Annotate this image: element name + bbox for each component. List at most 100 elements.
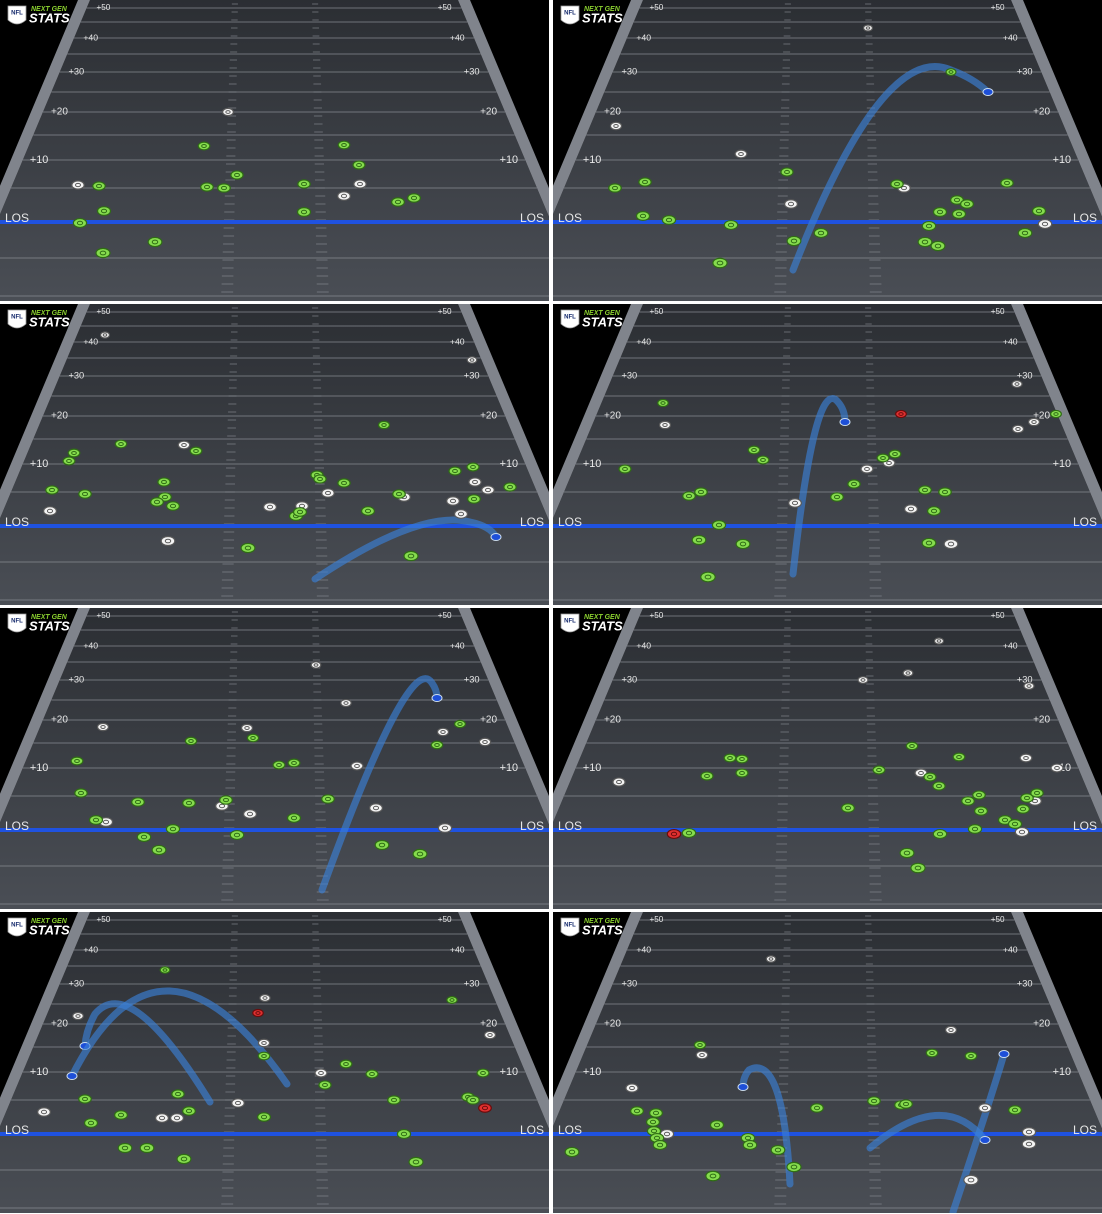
los-label: LOS — [1073, 515, 1097, 529]
player-dot-core — [74, 758, 80, 764]
field-view: +50 +50 +40 +40 +30 +30 +20 +20 +10 +10 LOS LOS NFL N… — [504, 912, 1102, 1214]
player-dot-core — [713, 1122, 721, 1128]
player-dot — [645, 1117, 661, 1127]
player-dot — [1031, 206, 1047, 216]
player-dot — [166, 501, 180, 511]
player-dot-core — [169, 503, 177, 509]
player-dot-core — [629, 1085, 635, 1091]
player-dot-core — [685, 493, 693, 499]
brand-bottom: STATS — [582, 314, 623, 329]
player-dot-core — [161, 494, 169, 500]
player-dot-core — [760, 457, 766, 463]
field-panel: +50 +50 +40 +40 +30 +30 +20 +20 +10 +10 LOS LOS NFL N… — [504, 0, 1102, 301]
player-dot-core — [864, 466, 870, 472]
yard-label: +30 — [68, 370, 84, 380]
player-dot-core — [947, 541, 955, 547]
player-dot-core — [744, 1135, 752, 1141]
player-dot — [1011, 380, 1023, 388]
player-dot — [857, 676, 869, 684]
yard-label: +50 — [649, 611, 663, 620]
player-dot-core — [201, 143, 207, 149]
player-dot-core — [354, 763, 360, 769]
player-dot — [256, 1112, 272, 1122]
player-dot — [150, 497, 164, 507]
player-dot — [921, 537, 937, 549]
player-dot — [735, 538, 751, 550]
player-dot-core — [653, 1135, 661, 1141]
player-dot — [1023, 682, 1035, 690]
player-dot — [217, 183, 231, 193]
player-dot-core — [481, 1105, 489, 1111]
player-dot — [117, 1142, 133, 1154]
player-dot — [466, 462, 480, 472]
yard-label: +50 — [96, 915, 110, 924]
player-dot-core — [92, 817, 100, 823]
player-dot — [352, 160, 366, 170]
player-dot-core — [968, 1053, 974, 1059]
player-dot-core — [204, 184, 210, 190]
player-dot — [1021, 1138, 1037, 1150]
player-dot — [917, 236, 933, 248]
player-dot-core — [1023, 755, 1029, 761]
player-dot — [78, 489, 92, 499]
player-dot — [159, 966, 171, 974]
nfl-shield — [560, 613, 580, 633]
field-view: +50 +50 +40 +40 +30 +30 +20 +20 +10 +10 LOS LOS NFL N… — [0, 304, 597, 605]
brand-bottom: STATS — [29, 922, 70, 937]
player-dot-core — [963, 201, 971, 207]
player-dot — [96, 722, 110, 732]
yard-label: +30 — [68, 978, 84, 988]
ball — [839, 418, 851, 426]
player-dot — [923, 772, 937, 782]
player-dot-core — [639, 213, 647, 219]
player-dot-core — [416, 851, 424, 857]
ball — [490, 533, 502, 541]
ball-trajectory — [318, 675, 441, 894]
player-dot — [723, 219, 739, 231]
player-dot-core — [472, 479, 478, 485]
player-dot — [219, 795, 233, 805]
ball-trajectory — [866, 1111, 989, 1152]
yard-label: +10 — [30, 762, 48, 774]
player-dot-core — [934, 243, 942, 249]
player-dot — [932, 207, 948, 217]
player-dot-core — [1025, 1141, 1033, 1147]
los-label: LOS — [5, 1123, 29, 1137]
player-dot — [407, 193, 421, 203]
player-dot-core — [300, 209, 308, 215]
player-dot — [321, 488, 335, 498]
player-dot — [1011, 424, 1025, 434]
player-dot-core — [180, 1156, 188, 1162]
player-dot — [246, 733, 260, 743]
player-dot — [136, 831, 152, 843]
player-dot — [608, 183, 622, 193]
player-dot-core — [948, 70, 954, 74]
player-dot — [888, 449, 902, 459]
player-dot-core — [234, 172, 240, 178]
player-dot-core — [261, 1053, 267, 1059]
player-dot-core — [568, 1149, 576, 1155]
player-dot — [240, 542, 256, 554]
field-view: +50 +50 +40 +40 +30 +30 +20 +20 +10 +10 LOS LOS NFL N… — [504, 0, 1102, 301]
nfl-text: NFL — [11, 11, 23, 17]
player-dot-core — [699, 1052, 705, 1058]
player-dot — [318, 1080, 332, 1090]
player-dot — [612, 777, 626, 787]
player-dot-core — [790, 238, 798, 244]
los-label: LOS — [520, 211, 544, 225]
player-dot-core — [143, 1145, 151, 1151]
player-dot-core — [870, 1098, 878, 1104]
nfl-shield — [560, 5, 580, 25]
yard-label: +30 — [1017, 674, 1033, 684]
yard-label: +10 — [500, 154, 518, 166]
player-dot — [681, 827, 697, 839]
player-dot-core — [244, 726, 250, 730]
player-dot-core — [892, 451, 898, 457]
player-dot — [876, 453, 890, 463]
player-dot-core — [452, 468, 458, 474]
player-dot — [286, 813, 302, 823]
yard-label: +30 — [464, 674, 480, 684]
player-dot — [961, 796, 975, 806]
player-dot-core — [341, 480, 347, 486]
player-dot-core — [886, 460, 892, 466]
